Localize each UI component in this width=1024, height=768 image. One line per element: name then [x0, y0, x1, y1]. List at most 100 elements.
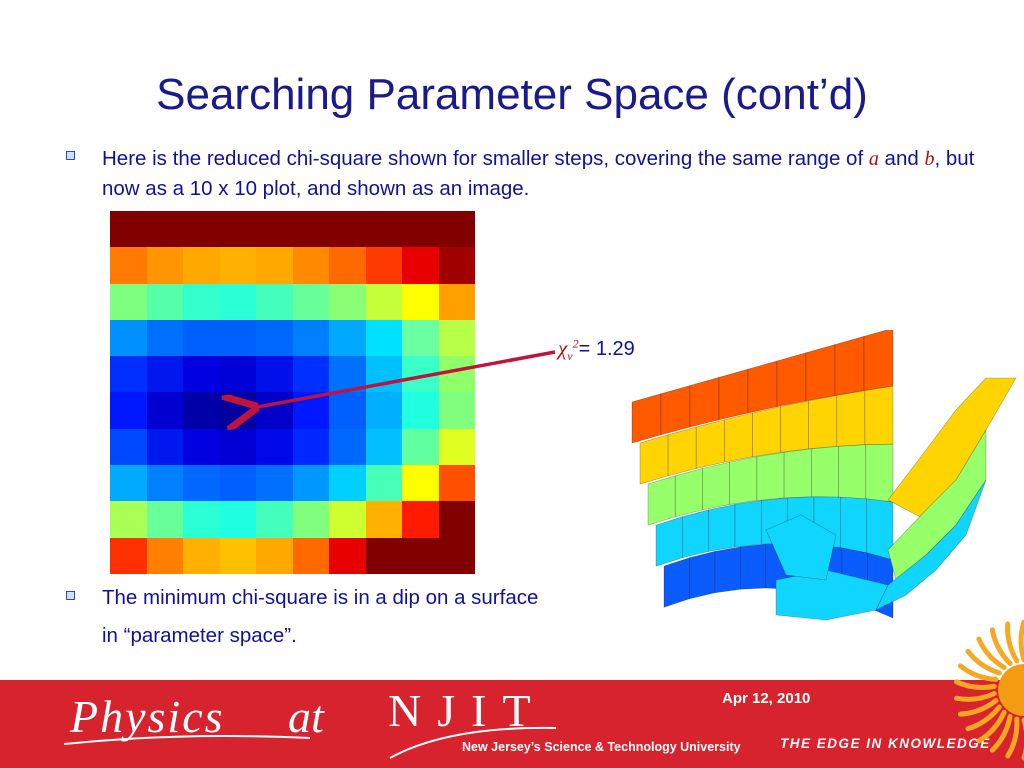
heatmap-cell — [219, 247, 256, 284]
heatmap-cell — [329, 319, 366, 357]
heatmap-cell — [183, 283, 220, 320]
heatmap-cell — [292, 283, 329, 320]
heatmap-cell — [292, 319, 329, 357]
heatmap-cell — [110, 501, 147, 538]
surface-facet — [655, 516, 683, 567]
chi-superscript: 2 — [572, 336, 579, 351]
heatmap-cell — [146, 501, 183, 538]
heatmap-cell — [146, 283, 183, 320]
heatmap-cell — [183, 537, 220, 574]
heatmap-cell — [365, 283, 402, 320]
surface-facet — [674, 468, 703, 518]
sun-disc — [998, 664, 1024, 716]
sun-ray — [1005, 621, 1020, 664]
heatmap-cell — [110, 392, 147, 429]
heatmap-cell — [219, 356, 256, 393]
heatmap-cell — [110, 211, 147, 248]
chi-subscript: ν — [567, 349, 573, 363]
heatmap-cell — [183, 428, 220, 466]
heatmap-cell — [110, 283, 147, 320]
surface-facet — [756, 451, 785, 501]
heatmap-cell — [292, 211, 329, 248]
heatmap-cell — [365, 211, 402, 248]
njit-subtitle: New Jersey’s Science & Technology Univer… — [462, 740, 741, 754]
heatmap-cell — [146, 319, 183, 357]
heatmap-cell — [402, 465, 439, 502]
variable-b: b — [924, 148, 935, 170]
heatmap-cell — [146, 247, 183, 284]
bullet-text-part: , but now as a 10 x 10 plot, and shown a… — [102, 147, 975, 200]
heatmap-cell — [402, 247, 439, 284]
heatmap-cell — [292, 247, 329, 284]
surface-facet — [734, 500, 762, 548]
surface-facet — [639, 434, 669, 485]
heatmap-cell — [292, 428, 329, 466]
heatmap-cell — [438, 247, 475, 284]
heatmap-cell — [329, 283, 366, 320]
heatmap-cell — [365, 392, 402, 429]
surface-facet — [682, 509, 709, 559]
surface-facet — [708, 504, 736, 552]
heatmap-cell — [183, 319, 220, 357]
heatmap-cell — [329, 211, 366, 248]
heatmap-cell — [219, 501, 256, 538]
heatmap-cell — [256, 319, 293, 357]
heatmap-cell — [219, 465, 256, 502]
surface-facet — [747, 360, 778, 414]
variable-a: a — [868, 148, 879, 170]
sun-ray — [976, 636, 1007, 671]
heatmap-cell — [365, 537, 402, 574]
surface-facet — [808, 395, 838, 450]
heatmap-cell — [402, 319, 439, 357]
surface-facet — [834, 336, 865, 396]
heatmap-cell — [438, 283, 475, 320]
heatmap-cell — [329, 537, 366, 574]
heatmap-cell — [146, 356, 183, 393]
heatmap-cell — [110, 428, 147, 466]
heatmap-cell — [183, 247, 220, 284]
sun-ray — [1018, 619, 1024, 663]
logo-njit: NJIT — [388, 685, 547, 736]
surface-facet — [695, 419, 725, 469]
heatmap-cell — [146, 428, 183, 466]
surface-facet — [647, 475, 676, 526]
logo-swoosh-icon — [63, 735, 311, 745]
heatmap-cell — [256, 247, 293, 284]
sun-ray — [989, 714, 1013, 753]
heatmap-cell — [329, 465, 366, 502]
heatmap-cell — [402, 211, 439, 248]
heatmap-cell — [110, 537, 147, 574]
surface-facet — [714, 546, 741, 594]
sun-ray — [976, 709, 1007, 744]
heatmap-cell — [256, 356, 293, 393]
slide-title: Searching Parameter Space (cont’d) — [156, 70, 868, 119]
njit-swoosh-icon — [389, 726, 557, 759]
heatmap-cell — [183, 211, 220, 248]
sun-ray — [1005, 716, 1020, 759]
heatmap-cell — [402, 283, 439, 320]
surface-facet — [863, 330, 894, 391]
bullet-line-2: in “parameter space”. — [102, 624, 297, 647]
slide-date: Apr 12, 2010 — [722, 690, 811, 707]
sun-ray — [957, 663, 999, 682]
surface-facet — [776, 352, 807, 408]
surface-facet — [864, 385, 894, 446]
logo-at-text: at — [288, 691, 324, 742]
heatmap-cell — [183, 356, 220, 393]
heatmap-cell — [219, 428, 256, 466]
sun-ray — [989, 627, 1013, 666]
surface-facet — [663, 557, 690, 608]
surface-facet — [840, 496, 867, 554]
heatmap-cell — [219, 211, 256, 248]
heatmap-cell — [438, 356, 475, 393]
surface-facet — [811, 445, 839, 498]
heatmap-cell — [292, 356, 329, 393]
heatmap-cell — [438, 501, 475, 538]
surface-facet — [724, 412, 753, 463]
surface-facet — [865, 443, 894, 503]
heatmap-cell — [329, 247, 366, 284]
heatmap-cell — [146, 211, 183, 248]
heatmap-cell — [365, 247, 402, 284]
heatmap-cell — [146, 392, 183, 429]
